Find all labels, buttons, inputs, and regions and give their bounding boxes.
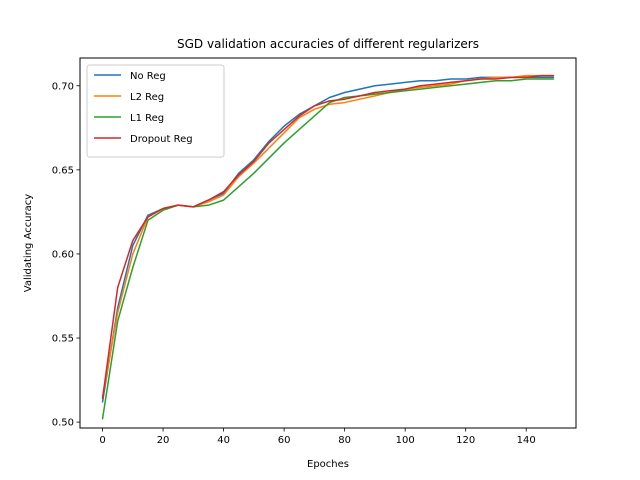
x-axis-label: Epoches bbox=[307, 459, 349, 470]
legend-box bbox=[86, 64, 225, 158]
y-tick-label: 0.70 bbox=[52, 81, 74, 92]
x-tick-label: 120 bbox=[456, 435, 475, 446]
y-tick-label: 0.65 bbox=[52, 165, 74, 176]
x-tick-label: 140 bbox=[517, 435, 536, 446]
legend-label: L2 Reg bbox=[130, 92, 164, 103]
legend-label: Dropout Reg bbox=[130, 134, 193, 145]
y-tick-label: 0.50 bbox=[52, 418, 74, 429]
x-tick-label: 40 bbox=[217, 435, 230, 446]
legend-label: L1 Reg bbox=[130, 113, 164, 124]
x-tick-label: 0 bbox=[99, 435, 105, 446]
x-tick-label: 20 bbox=[157, 435, 170, 446]
legend-label: No Reg bbox=[130, 71, 166, 82]
chart-title: SGD validation accuracies of different r… bbox=[177, 37, 479, 51]
ticks-layer: 0 20 40 60 80 100 120 140 0.50 0.55 0.60 0.65 0.70 bbox=[52, 81, 536, 446]
series-line-dropout-reg bbox=[101, 74, 555, 400]
x-tick-label: 60 bbox=[278, 435, 291, 446]
y-tick-label: 0.60 bbox=[52, 249, 74, 260]
plot-frame bbox=[79, 57, 577, 429]
legend: No Reg L2 Reg L1 Reg Dropout Reg bbox=[86, 64, 225, 158]
x-tick-label: 100 bbox=[396, 435, 415, 446]
x-tick-label: 80 bbox=[338, 435, 351, 446]
series-layer bbox=[101, 74, 555, 420]
y-axis-label: Validating Accuracy bbox=[23, 194, 34, 293]
y-tick-label: 0.55 bbox=[52, 334, 74, 345]
